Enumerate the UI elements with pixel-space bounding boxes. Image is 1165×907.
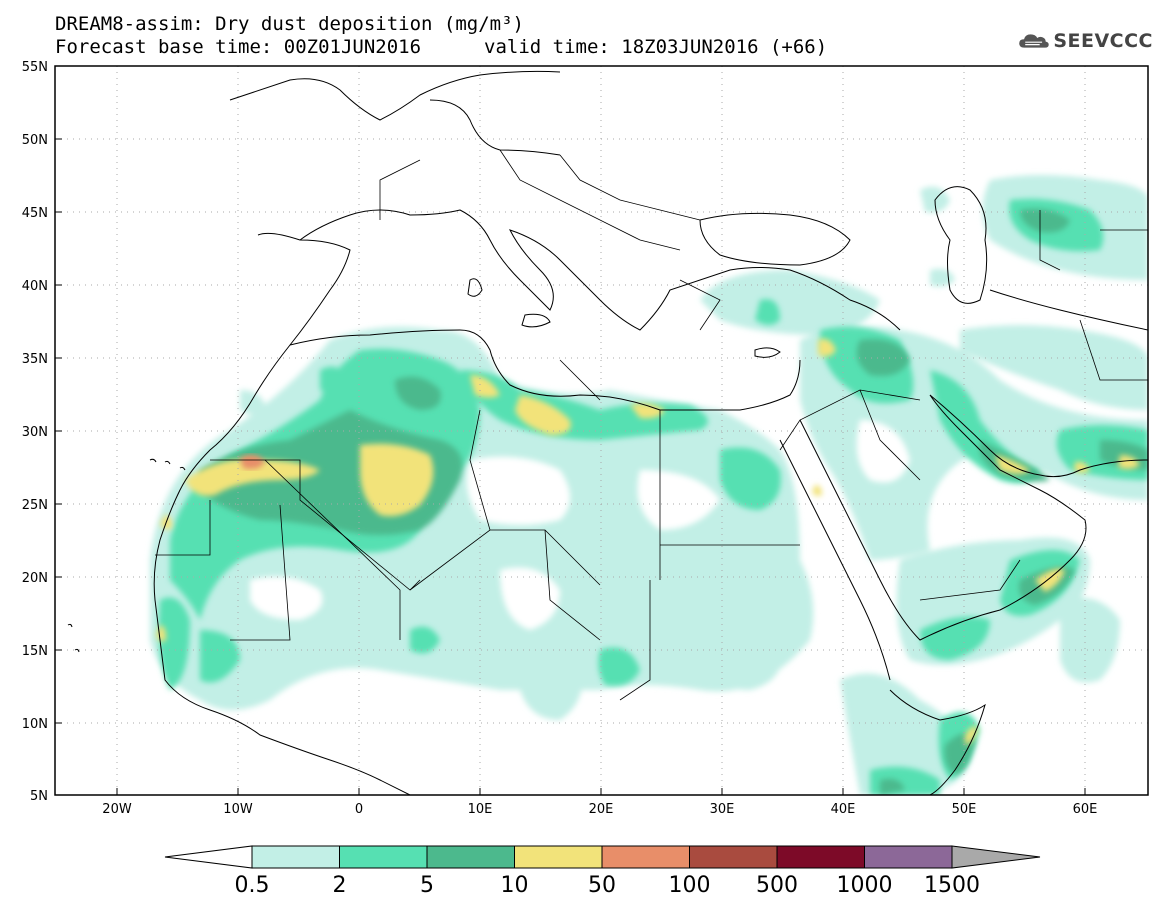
valid-time: valid time: 18Z03JUN2016 (+66) xyxy=(484,36,828,58)
map-title: DREAM8-assim: Dry dust deposition (mg/m³… xyxy=(55,13,524,35)
latitude-labels: 55N 50N 45N 40N 35N 30N 25N 20N 15N 10N … xyxy=(22,60,48,804)
lon-label: 50E xyxy=(952,802,977,817)
colorbar-label: 1500 xyxy=(924,873,980,898)
lon-label: 0 xyxy=(355,802,363,817)
contour-level-10 xyxy=(156,338,1140,745)
coastlines xyxy=(67,70,1148,795)
colorbar-segment xyxy=(776,845,865,869)
colorbar-label: 500 xyxy=(756,873,798,898)
colorbar-segment xyxy=(426,845,515,869)
lat-label: 20N xyxy=(22,571,48,586)
lat-label: 40N xyxy=(22,279,48,294)
seevccc-logo: SEEVCCC xyxy=(1018,24,1153,58)
longitude-labels: 20W 10W 0 10E 20E 30E 40E 50E 60E xyxy=(102,802,1097,817)
lat-label: 30N xyxy=(22,425,48,440)
colorbar-segment xyxy=(339,845,428,869)
lon-label: 10W xyxy=(223,802,253,817)
colorbar-segment xyxy=(864,845,953,869)
logo-text: SEEVCCC xyxy=(1053,30,1153,52)
colorbar-label: 0.5 xyxy=(235,873,270,898)
lon-label: 30E xyxy=(710,802,735,817)
colorbar-label: 2 xyxy=(333,873,347,898)
lat-label: 25N xyxy=(22,498,48,513)
cloud-icon xyxy=(1019,34,1049,48)
lat-label: 5N xyxy=(30,789,48,804)
colorbar-label: 100 xyxy=(669,873,711,898)
lat-label: 50N xyxy=(22,133,48,148)
contour-holes xyxy=(250,420,910,630)
contour-level-50 xyxy=(240,454,265,470)
colorbar-segment xyxy=(251,845,340,869)
colorbar-segment xyxy=(514,845,603,869)
country-borders xyxy=(155,149,1148,701)
colorbar-label: 50 xyxy=(588,873,616,898)
lon-label: 40E xyxy=(831,802,856,817)
colorbar-low-arrow xyxy=(164,845,253,869)
lon-label: 20W xyxy=(102,802,132,817)
lat-label: 45N xyxy=(22,206,48,221)
colorbar-segment xyxy=(689,845,778,869)
lat-label: 10N xyxy=(22,717,48,732)
map-grid xyxy=(55,66,1148,795)
lat-label: 15N xyxy=(22,644,48,659)
lat-label: 35N xyxy=(22,352,48,367)
lon-label: 60E xyxy=(1073,802,1098,817)
axis-ticks xyxy=(55,65,1086,795)
lat-label: 55N xyxy=(22,60,48,75)
colorbar-label: 5 xyxy=(420,873,434,898)
colorbar-high-arrow xyxy=(951,845,1041,869)
colorbar-label: 10 xyxy=(501,873,529,898)
lon-label: 10E xyxy=(468,802,493,817)
colorbar-label: 1000 xyxy=(837,873,893,898)
colorbar: 0.5 2 5 10 50 100 500 1000 1500 xyxy=(164,845,1041,898)
colorbar-segment xyxy=(601,845,690,869)
lon-label: 20E xyxy=(589,802,614,817)
forecast-base-time: Forecast base time: 00Z01JUN2016 xyxy=(55,36,422,58)
